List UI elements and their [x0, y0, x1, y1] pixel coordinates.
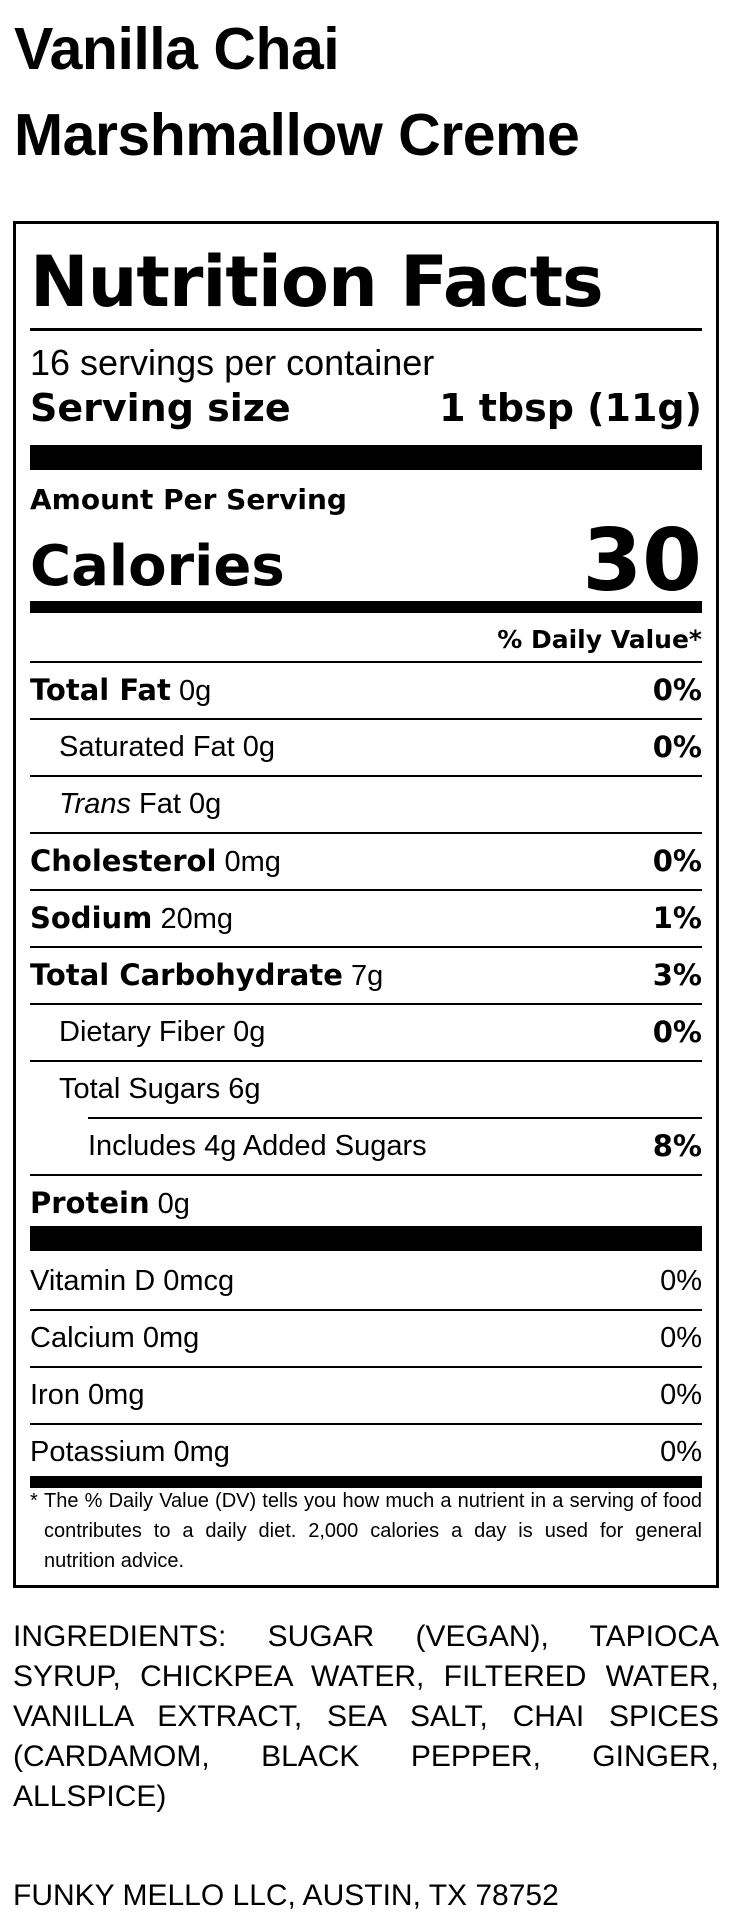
- vitamin-amount: 0mg: [142, 1322, 200, 1354]
- divider: [30, 832, 702, 834]
- divider: [30, 889, 702, 891]
- vitamin-row-iron: Iron 0mg 0%: [30, 1368, 702, 1423]
- divider: [30, 661, 702, 663]
- ingredients-statement: INGREDIENTS: SUGAR (VEGAN), TAPIOCA SYRU…: [13, 1620, 719, 1813]
- nutrient-amount: 0g: [178, 675, 212, 707]
- nutrient-row-added-sugars: Includes 4g Added Sugars 8%: [30, 1119, 702, 1174]
- product-title-line-1: Vanilla Chai: [14, 16, 340, 82]
- divider: [30, 1366, 702, 1368]
- nutrient-row-protein: Protein 0g: [30, 1176, 702, 1231]
- serving-size-value: 1 tbsp (11g): [439, 386, 702, 430]
- vitamin-name: Potassium: [30, 1436, 166, 1468]
- nutrient-daily-value: 0%: [652, 844, 702, 878]
- manufacturer-info: FUNKY MELLO LLC, AUSTIN, TX 78752: [13, 1879, 559, 1912]
- nutrient-name: Sodium: [30, 901, 153, 935]
- nutrient-name: Cholesterol: [30, 844, 217, 878]
- nutrient-daily-value: 0%: [652, 673, 702, 707]
- divider: [30, 1423, 702, 1425]
- serving-size-row: Serving size 1 tbsp (11g): [30, 383, 702, 433]
- nutrient-row-trans-fat: Trans Fat 0g: [30, 777, 702, 832]
- nutrient-row-sodium: Sodium 20mg 1%: [30, 891, 702, 946]
- nutrient-daily-value: 3%: [652, 958, 702, 992]
- daily-value-footnote: * The % Daily Value (DV) tells you how m…: [30, 1486, 702, 1576]
- nutrient-name: Total Fat: [30, 673, 171, 707]
- divider: [30, 328, 702, 331]
- nutrient-amount: 0g: [157, 1188, 190, 1220]
- nutrient-row-saturated-fat: Saturated Fat 0g 0%: [30, 720, 702, 775]
- nutrient-amount: 0g: [189, 788, 222, 820]
- vitamin-row-vitamin-d: Vitamin D 0mcg 0%: [30, 1254, 702, 1309]
- calories-row: Calories 30: [30, 511, 702, 611]
- divider: [30, 718, 702, 720]
- nutrient-name: Total Carbohydrate: [30, 958, 343, 992]
- nutrient-name: Total Sugars: [59, 1073, 221, 1105]
- nutrient-row-total-fat: Total Fat 0g 0%: [30, 663, 702, 718]
- vitamin-daily-value: 0%: [660, 1322, 702, 1354]
- nutrient-row-cholesterol: Cholesterol 0mg 0%: [30, 834, 702, 889]
- nutrient-daily-value: 8%: [652, 1129, 702, 1163]
- nutrient-name: Fat: [139, 788, 181, 820]
- nutrient-amount: 0mg: [224, 846, 281, 878]
- nutrient-name: Protein: [30, 1186, 150, 1220]
- divider: [30, 1003, 702, 1005]
- divider: [30, 946, 702, 948]
- nutrient-amount: 7g: [350, 960, 384, 992]
- product-title: Vanilla Chai Marshmallow Creme: [14, 6, 580, 178]
- nutrient-amount: 6g: [228, 1073, 261, 1105]
- nutrition-facts-heading: Nutrition Facts: [30, 241, 604, 323]
- vitamin-name: Iron: [30, 1379, 80, 1411]
- amount-per-serving: Amount Per Serving: [30, 483, 347, 516]
- thick-divider: [30, 445, 702, 470]
- vitamin-daily-value: 0%: [660, 1436, 702, 1468]
- medium-divider: [30, 601, 702, 613]
- product-title-line-2: Marshmallow Creme: [14, 102, 580, 168]
- nutrient-prefix: Includes: [88, 1130, 197, 1162]
- nutrient-name: Added Sugars: [242, 1130, 427, 1162]
- nutrient-daily-value: 1%: [652, 901, 702, 935]
- footnote-text: The % Daily Value (DV) tells you how muc…: [44, 1490, 702, 1572]
- nutrient-amount: 0g: [242, 731, 276, 763]
- nutrient-amount: 4g: [204, 1130, 237, 1162]
- nutrient-row-total-carbohydrate: Total Carbohydrate 7g 3%: [30, 948, 702, 1003]
- divider: [30, 1060, 702, 1062]
- nutrition-facts-inner: Nutrition Facts 16 servings per containe…: [30, 224, 702, 1585]
- servings-per-container: 16 servings per container: [30, 342, 435, 383]
- footnote-asterisk: *: [30, 1490, 38, 1512]
- divider: [30, 1309, 702, 1311]
- divider: [30, 775, 702, 777]
- calories-value: 30: [582, 511, 702, 611]
- nutrient-amount: 0g: [233, 1016, 266, 1048]
- medium-divider: [30, 1476, 702, 1488]
- vitamin-row-calcium: Calcium 0mg 0%: [30, 1311, 702, 1366]
- nutrient-daily-value: 0%: [652, 730, 702, 764]
- vitamin-daily-value: 0%: [660, 1265, 702, 1297]
- vitamin-daily-value: 0%: [660, 1379, 702, 1411]
- divider: [30, 1174, 702, 1176]
- nutrient-name: Saturated Fat: [59, 731, 235, 763]
- nutrient-amount: 20mg: [160, 903, 233, 935]
- vitamin-row-potassium: Potassium 0mg 0%: [30, 1425, 702, 1480]
- thick-divider: [30, 1226, 702, 1251]
- nutrient-daily-value: 0%: [652, 1015, 702, 1049]
- nutrient-row-total-sugars: Total Sugars 6g: [30, 1062, 702, 1117]
- daily-value-header: % Daily Value*: [497, 625, 702, 654]
- vitamin-name: Vitamin D: [30, 1265, 156, 1297]
- nutrient-row-dietary-fiber: Dietary Fiber 0g 0%: [30, 1005, 702, 1060]
- serving-size-label: Serving size: [30, 386, 291, 430]
- divider: [88, 1117, 702, 1119]
- vitamin-amount: 0mg: [173, 1436, 230, 1468]
- vitamin-amount: 0mg: [88, 1379, 145, 1411]
- vitamin-amount: 0mcg: [163, 1265, 235, 1297]
- nutrient-name-italic: Trans: [59, 788, 131, 820]
- vitamin-name: Calcium: [30, 1322, 135, 1354]
- nutrient-name: Dietary Fiber: [59, 1016, 225, 1048]
- nutrition-facts-panel: Nutrition Facts 16 servings per containe…: [13, 221, 719, 1588]
- calories-label: Calories: [30, 534, 285, 599]
